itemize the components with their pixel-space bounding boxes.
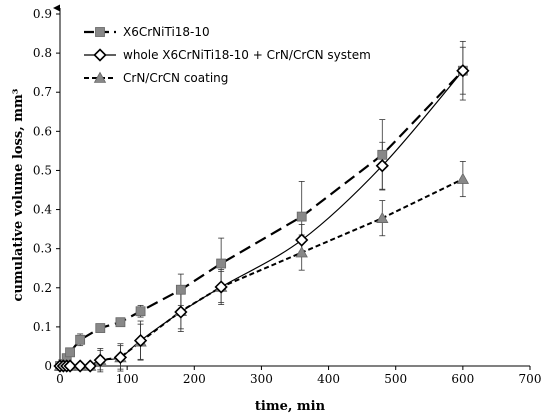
- y-tick-label: 0.2: [33, 281, 52, 295]
- series-1-point: [175, 284, 186, 295]
- series-line-3: [60, 178, 464, 367]
- series-2-point: [133, 333, 148, 348]
- x-tick-label: 300: [250, 372, 273, 386]
- y-tick-label: 0.3: [33, 242, 52, 256]
- series-2-point: [456, 64, 470, 78]
- x-tick-label: 400: [317, 372, 340, 386]
- series-1-point: [115, 317, 126, 328]
- x-tick-label: 200: [183, 372, 206, 386]
- y-tick-label: 0.8: [33, 46, 52, 60]
- series-1-point: [65, 347, 75, 358]
- legend-marker-1: [95, 27, 105, 37]
- y-tick-label: 0.4: [33, 203, 52, 217]
- y-tick-label: 0.6: [33, 124, 52, 138]
- x-tick-label: 700: [519, 372, 542, 386]
- legend-label-2: whole X6CrNiTi18-10 + CrN/CrCN system: [123, 48, 371, 62]
- series-3-point: [295, 246, 308, 258]
- y-tick-label: 0.1: [33, 320, 52, 334]
- legend-label-3: CrN/CrCN coating: [123, 71, 228, 85]
- series-2-point: [113, 350, 128, 365]
- legend-label-1: X6CrNiTi18-10: [123, 25, 210, 39]
- series-2-point: [174, 305, 188, 319]
- series-2-point: [295, 233, 309, 247]
- series-3-point: [376, 211, 389, 223]
- series-2-point: [83, 359, 97, 373]
- series-1-point: [95, 323, 106, 333]
- y-axis-title: cumulative volume loss, mm³: [11, 88, 26, 301]
- x-tick-label: 0: [56, 372, 64, 386]
- x-tick-label: 100: [116, 372, 139, 386]
- y-tick-label: 0.7: [33, 85, 52, 99]
- x-tick-label: 600: [451, 372, 474, 386]
- y-tick-label: 0.5: [33, 163, 52, 177]
- series-1-point: [377, 149, 388, 160]
- series-2-point: [63, 359, 77, 373]
- series-3-point: [456, 172, 470, 184]
- series-1-point: [296, 211, 307, 222]
- x-axis-title: time, min: [255, 399, 326, 414]
- legend: X6CrNiTi18-10 whole X6CrNiTi18-10 + CrN/C…: [84, 25, 371, 85]
- series-1-point: [135, 306, 146, 317]
- series-2-point: [375, 159, 389, 173]
- legend-marker-3: [93, 71, 107, 83]
- x-tick-label: 500: [384, 372, 407, 386]
- series-2-point: [214, 280, 228, 294]
- series-1-point: [75, 334, 86, 345]
- series-2-point: [93, 353, 107, 367]
- series-2-point: [73, 359, 87, 373]
- y-tick-label: 0.9: [33, 7, 52, 21]
- y-tick-label: 0: [44, 359, 52, 373]
- series-1-point: [216, 258, 227, 269]
- legend-marker-2: [93, 48, 107, 62]
- plot-area: 0 0.1 0.2 0.3 0.4 0.5 0.6 0.7 0.8 0.9 0 100 200 300 40…: [33, 4, 542, 386]
